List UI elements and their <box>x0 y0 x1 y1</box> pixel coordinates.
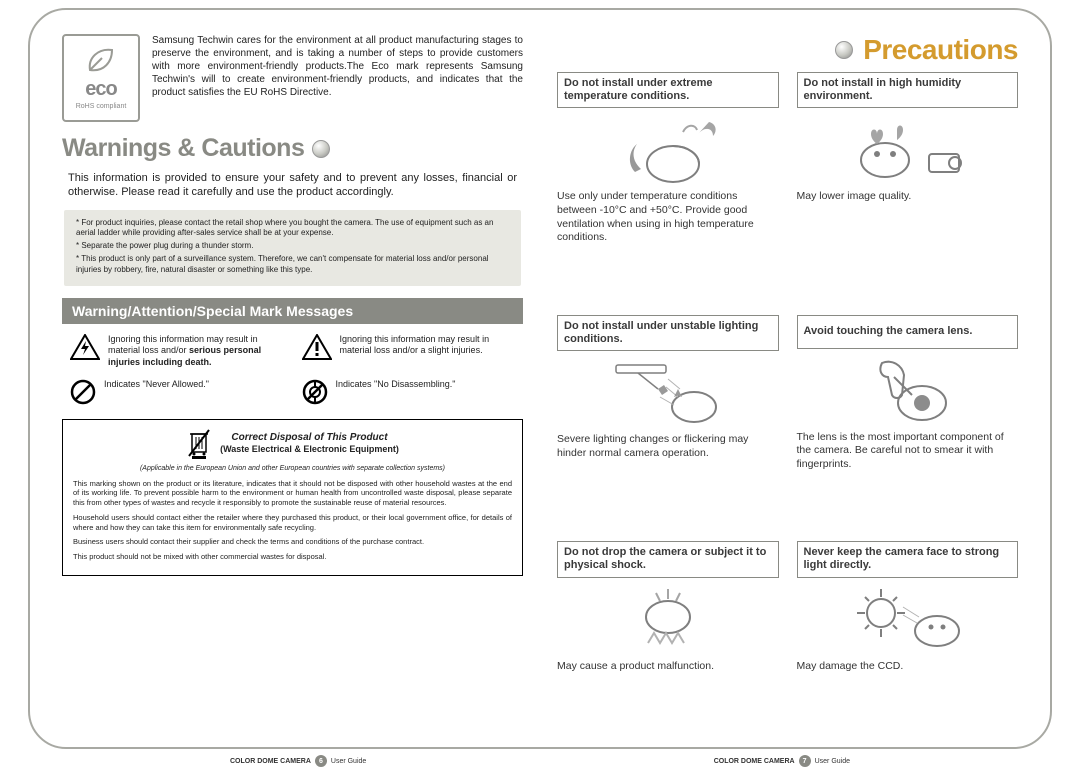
notes-box: * For product inquiries, please contact … <box>64 210 521 286</box>
no-disassemble-icon <box>302 379 328 405</box>
eco-sub: RoHS compliant <box>76 103 127 110</box>
precaution-head: Avoid touching the camera lens. <box>797 315 1019 349</box>
eco-word: eco <box>85 78 116 101</box>
disposal-title1: Correct Disposal of This Product <box>220 431 399 444</box>
precautions-heading-row: Precautions <box>557 34 1018 66</box>
warnings-title: Warnings & Cautions <box>62 134 304 163</box>
precaution-text: May cause a product malfunction. <box>557 660 779 674</box>
footer-product: COLOR DOME CAMERA <box>714 758 795 765</box>
precaution-head: Never keep the camera face to strong lig… <box>797 541 1019 577</box>
precaution-illustration <box>557 578 779 660</box>
precaution-cell: Do not drop the camera or subject it to … <box>557 541 779 737</box>
precaution-cell: Avoid touching the camera lens. The lens… <box>797 315 1019 536</box>
prohibit-icon <box>70 379 96 405</box>
precaution-text: The lens is the most important component… <box>797 431 1019 472</box>
content-frame: eco RoHS compliant Samsung Techwin cares… <box>28 8 1052 749</box>
precaution-cell: Do not install under unstable lighting c… <box>557 315 779 536</box>
disposal-title2: (Waste Electrical & Electronic Equipment… <box>220 444 399 456</box>
symbol-grid: Ignoring this information may result in … <box>62 334 523 419</box>
symbol-cell: Indicates "Never Allowed." <box>70 379 284 405</box>
page-number: 7 <box>799 755 811 767</box>
disposal-p4: This product should not be mixed with ot… <box>73 552 512 562</box>
note-line: * For product inquiries, please contact … <box>76 218 509 240</box>
disposal-p1: This marking shown on the product or its… <box>73 479 512 508</box>
note-line: * Separate the power plug during a thund… <box>76 241 509 252</box>
eco-badge: eco RoHS compliant <box>62 34 140 122</box>
precaution-text: Severe lighting changes or flickering ma… <box>557 433 779 460</box>
precaution-text: Use only under temperature conditions be… <box>557 190 779 245</box>
left-column: eco RoHS compliant Samsung Techwin cares… <box>62 34 523 737</box>
disposal-applicable: (Applicable in the European Union and ot… <box>73 464 512 473</box>
bullet-icon <box>835 41 853 59</box>
footer-right: COLOR DOME CAMERA 7 User Guide <box>714 755 850 767</box>
note-line: * This product is only part of a surveil… <box>76 254 509 276</box>
intro-paragraph: This information is provided to ensure y… <box>68 171 517 200</box>
precaution-cell: Do not install in high humidity environm… <box>797 72 1019 309</box>
symbol-text: Indicates "Never Allowed." <box>104 379 209 391</box>
precaution-cell: Do not install under extreme temperature… <box>557 72 779 309</box>
footer-product: COLOR DOME CAMERA <box>230 758 311 765</box>
precaution-illustration <box>797 349 1019 431</box>
precaution-text: May damage the CCD. <box>797 660 1019 674</box>
precaution-head: Do not install under extreme temperature… <box>557 72 779 108</box>
disposal-p3: Business users should contact their supp… <box>73 537 512 547</box>
page: eco RoHS compliant Samsung Techwin cares… <box>0 0 1080 771</box>
warning-triangle-exclaim-icon <box>302 334 332 360</box>
footer-left: COLOR DOME CAMERA 6 User Guide <box>230 755 366 767</box>
disposal-titles: Correct Disposal of This Product (Waste … <box>220 431 399 456</box>
page-number: 6 <box>315 755 327 767</box>
precaution-illustration <box>557 108 779 190</box>
eco-paragraph: Samsung Techwin cares for the environmen… <box>152 34 523 122</box>
precaution-text: May lower image quality. <box>797 190 1019 204</box>
precautions-grid: Do not install under extreme temperature… <box>557 72 1018 737</box>
right-column: Precautions Do not install under extreme… <box>557 34 1018 737</box>
leaf-icon <box>84 46 118 76</box>
precaution-cell: Never keep the camera face to strong lig… <box>797 541 1019 737</box>
warnings-heading-row: Warnings & Cautions <box>62 134 523 163</box>
warning-triangle-bolt-icon <box>70 334 100 360</box>
weee-bin-icon <box>186 428 212 460</box>
mark-section-title: Warning/Attention/Special Mark Messages <box>62 298 523 324</box>
precaution-head: Do not install under unstable lighting c… <box>557 315 779 351</box>
footer-guide: User Guide <box>331 758 366 765</box>
symbol-cell: Ignoring this information may result in … <box>302 334 516 369</box>
precaution-illustration <box>557 351 779 433</box>
bullet-icon <box>312 140 330 158</box>
precaution-head: Do not drop the camera or subject it to … <box>557 541 779 577</box>
footer-guide: User Guide <box>815 758 850 765</box>
precaution-illustration <box>797 578 1019 660</box>
precautions-title: Precautions <box>863 34 1018 66</box>
disposal-box: Correct Disposal of This Product (Waste … <box>62 419 523 576</box>
disposal-p2: Household users should contact either th… <box>73 513 512 533</box>
symbol-text: Ignoring this information may result in … <box>108 334 284 369</box>
eco-row: eco RoHS compliant Samsung Techwin cares… <box>62 34 523 122</box>
symbol-cell: Indicates "No Disassembling." <box>302 379 516 405</box>
disposal-head: Correct Disposal of This Product (Waste … <box>73 428 512 460</box>
precaution-illustration <box>797 108 1019 190</box>
symbol-cell: Ignoring this information may result in … <box>70 334 284 369</box>
precaution-head: Do not install in high humidity environm… <box>797 72 1019 108</box>
symbol-text: Indicates "No Disassembling." <box>336 379 456 391</box>
symbol-text: Ignoring this information may result in … <box>340 334 516 357</box>
